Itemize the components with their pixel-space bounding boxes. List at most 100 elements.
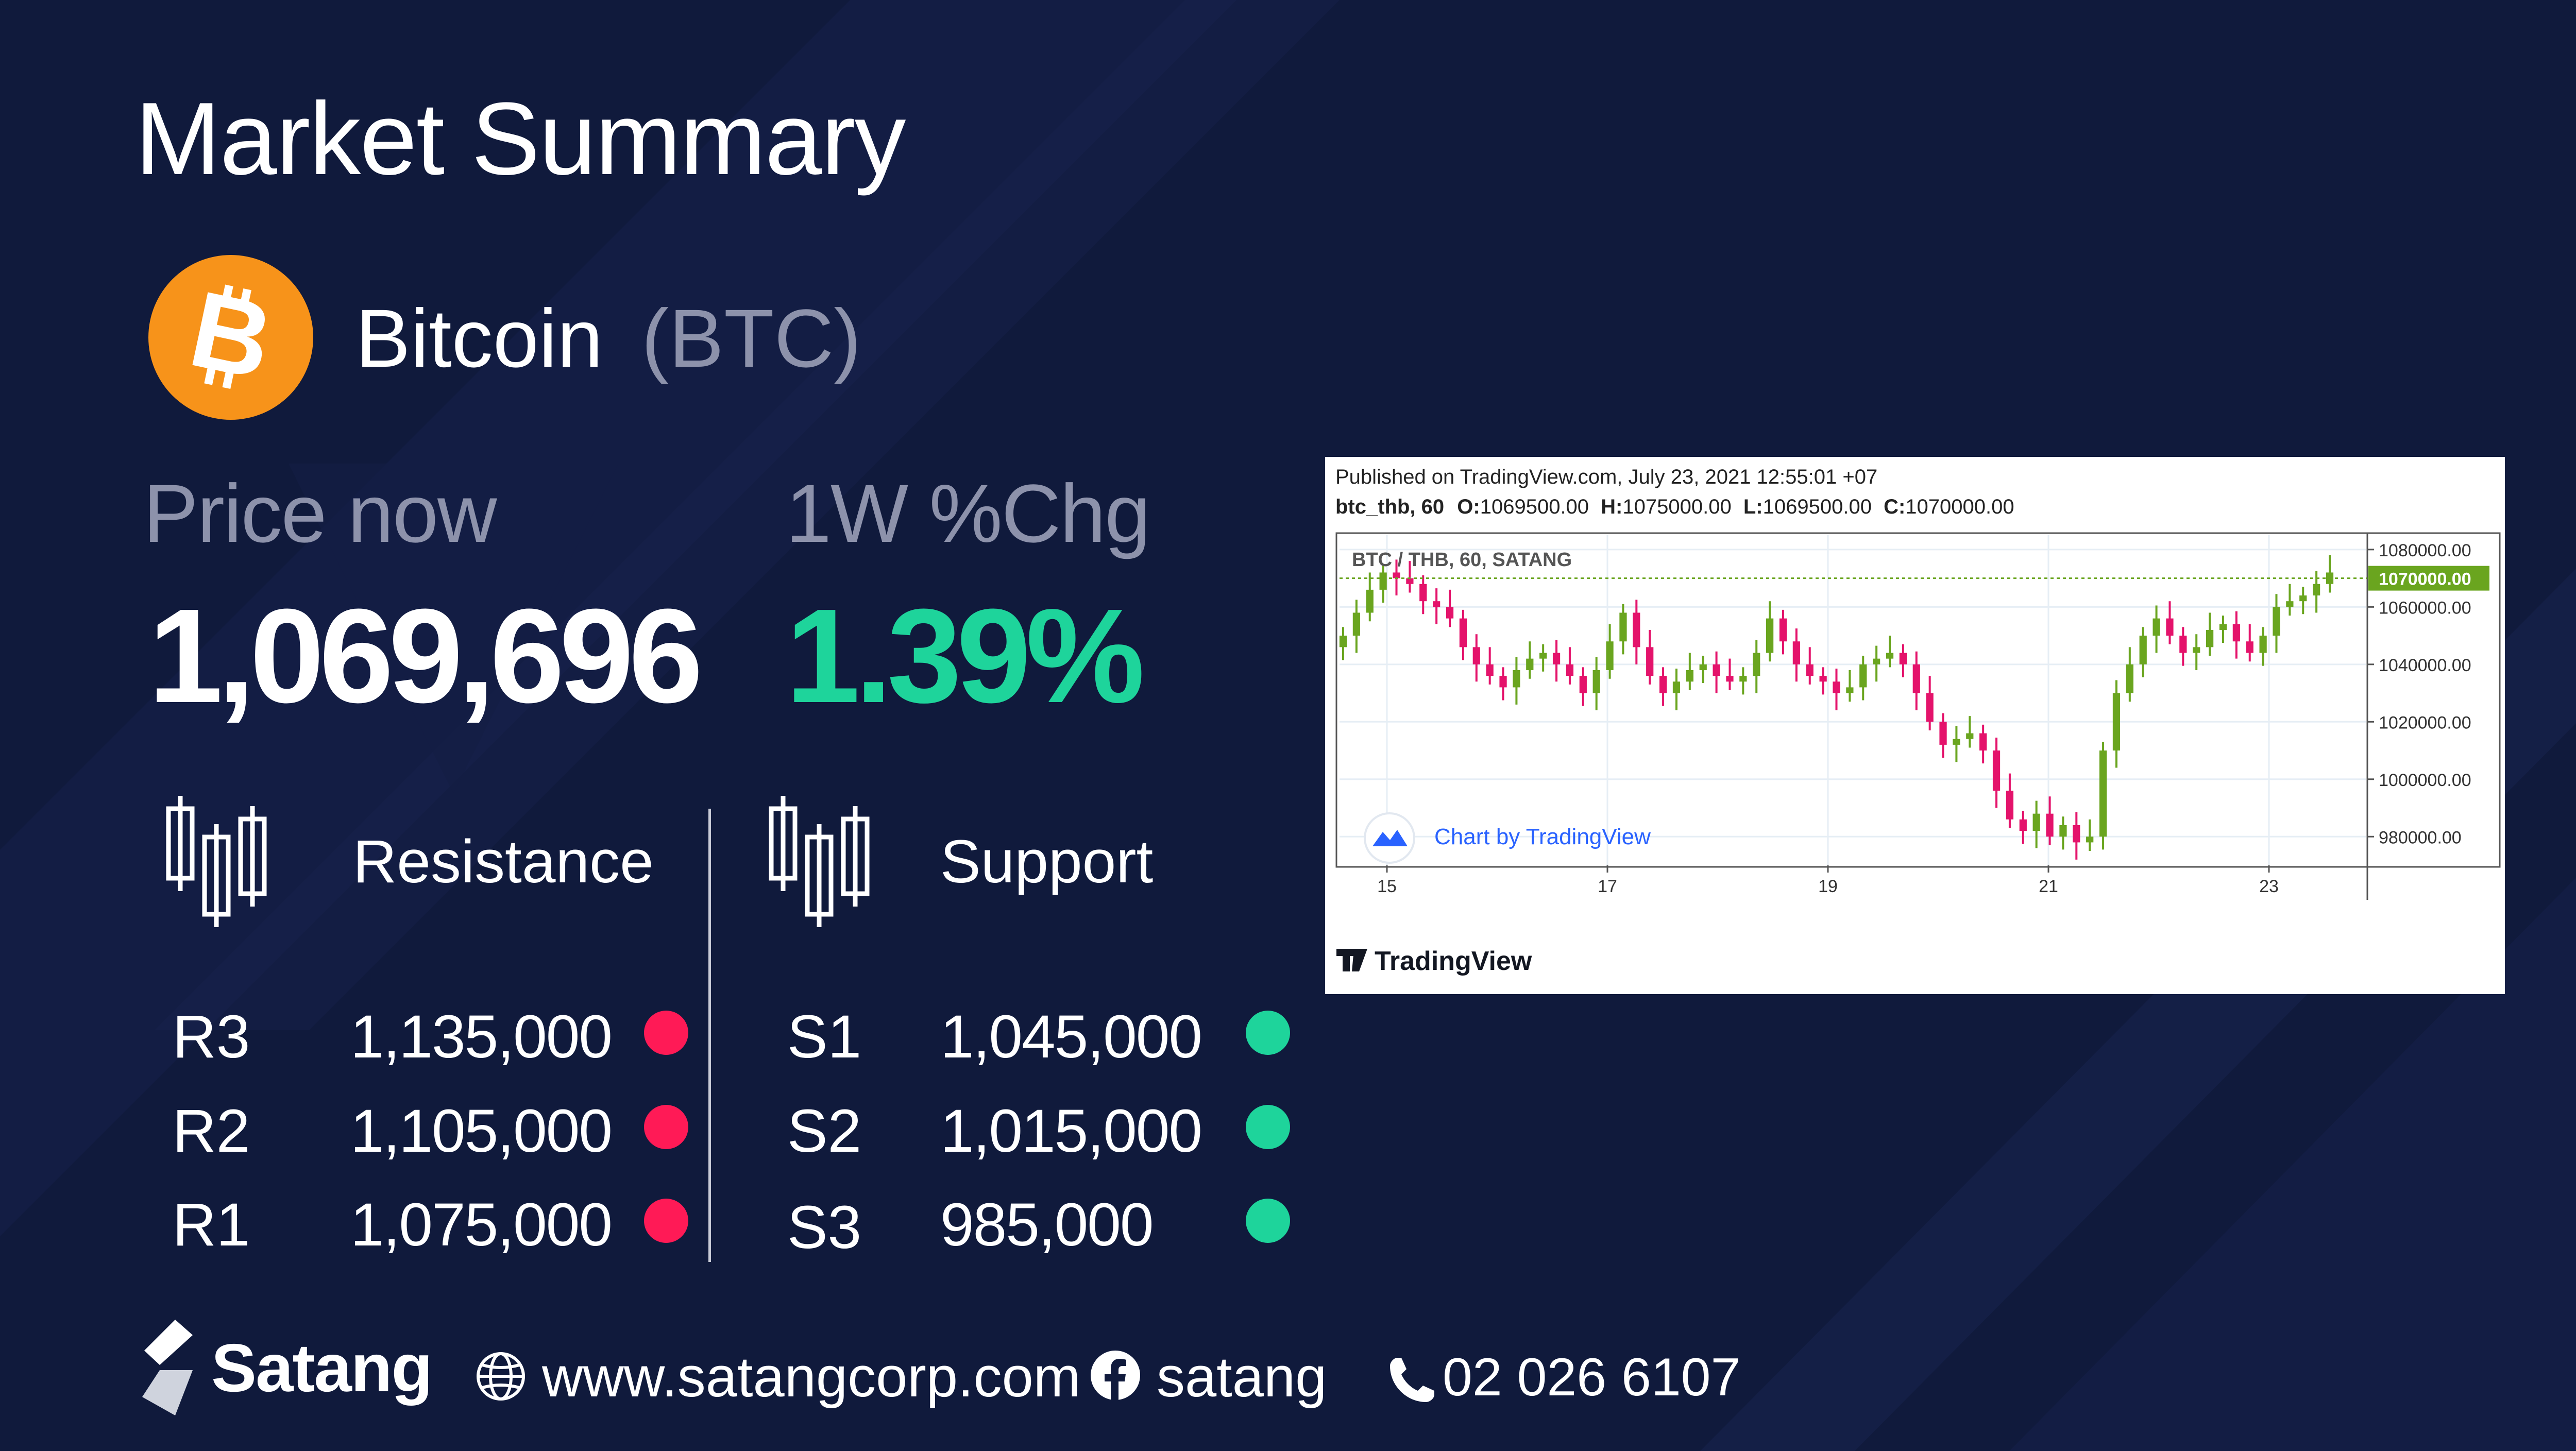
support-heading: Support [940, 828, 1154, 896]
candle [1446, 607, 1454, 619]
x-tick-label: 15 [1377, 877, 1397, 896]
candle [1672, 681, 1681, 693]
support-dot [1246, 1105, 1290, 1149]
candle [2046, 813, 2054, 837]
candle [1646, 647, 1654, 676]
candle [1606, 641, 1614, 670]
levels-divider [708, 809, 711, 1262]
chart-footer-brand: TradingView [1375, 946, 1532, 976]
price-value: 1,069,696 [148, 582, 703, 731]
candle [1592, 670, 1600, 693]
price-label: Price now [143, 467, 497, 559]
chart-watermark-text: Chart by TradingView [1434, 824, 1651, 849]
candle [2313, 584, 2320, 596]
phone-icon [1390, 1358, 1434, 1402]
candle [2179, 636, 2187, 653]
candle [1753, 653, 1760, 676]
support-label: S3 [787, 1193, 862, 1261]
candlestick-icon [769, 796, 870, 927]
candle [1833, 681, 1840, 693]
page-title: Market Summary [135, 81, 906, 196]
coin-name: Bitcoin [355, 292, 603, 384]
candlestick-icon [166, 796, 267, 927]
candle [2099, 750, 2107, 837]
x-tick-label: 21 [2039, 877, 2058, 896]
facebook-icon [1091, 1351, 1140, 1400]
resistance-value: 1,135,000 [350, 1003, 613, 1071]
ohlc-low: 1069500.00 [1763, 496, 1872, 518]
footer-brand: Satang [211, 1330, 433, 1406]
support-dot [1246, 1011, 1290, 1055]
candle [1459, 618, 1467, 647]
candle [2153, 618, 2160, 636]
candle [1873, 658, 1880, 664]
ohlc-high: 1075000.00 [1622, 496, 1731, 518]
candle [1379, 572, 1387, 590]
candle [1686, 670, 1693, 682]
candle [2032, 813, 2040, 831]
resistance-value: 1,105,000 [350, 1097, 613, 1165]
candle [1966, 733, 1974, 739]
support-label: S2 [787, 1097, 862, 1165]
candle [1846, 687, 1854, 693]
candle [1699, 664, 1707, 670]
candle [1566, 664, 1574, 676]
candle [1859, 664, 1867, 688]
candle [1406, 578, 1414, 584]
chart-symbol: btc_thb, 60 [1335, 496, 1444, 518]
candle [2086, 837, 2094, 843]
bitcoin-icon: B [148, 255, 313, 420]
candle [1486, 664, 1494, 676]
resistance-dot [644, 1011, 688, 1055]
change-value: 1.39% [786, 582, 1145, 731]
current-price-tag [2368, 566, 2489, 591]
website-link[interactable]: www.satangcorp.com [542, 1345, 1081, 1409]
price-chart-card[interactable]: Published on TradingView.com, July 23, 2… [1325, 457, 2505, 994]
x-tick-label: 19 [1818, 877, 1838, 896]
x-tick-label: 17 [1598, 877, 1617, 896]
resistance-dot [644, 1199, 688, 1243]
globe-icon [477, 1352, 525, 1401]
candle [1526, 658, 1534, 670]
candle [1779, 618, 1787, 642]
chart-frame [1335, 532, 2501, 868]
candle [1539, 653, 1547, 659]
candle [1619, 612, 1627, 642]
svg-text:btc_thb, 60 O:1069500.00: btc_thb, 60 O:1069500.00 H:1075000.00 L:… [1335, 496, 2014, 518]
candle [1393, 572, 1400, 578]
support-value: 985,000 [940, 1191, 1154, 1259]
chart-pane-label: BTC / THB, 60, SATANG [1352, 549, 1572, 571]
candle [2193, 647, 2200, 653]
candle [2073, 825, 2080, 843]
candle [1552, 653, 1561, 664]
chart-published-text: Published on TradingView.com, July 23, 2… [1335, 466, 1877, 488]
candle [2246, 641, 2253, 653]
candle [2019, 819, 2027, 831]
resistance-dot [644, 1105, 688, 1149]
facebook-link[interactable]: satang [1157, 1345, 1327, 1409]
coin-symbol: (BTC) [641, 292, 861, 384]
candle [2166, 618, 2174, 636]
candle [1953, 739, 1960, 745]
candle [1792, 641, 1800, 664]
tradingview-logo: TradingView [1336, 946, 1532, 976]
satang-logo-icon [142, 1320, 193, 1415]
price-chart[interactable]: Published on TradingView.com, July 23, 2… [1325, 457, 2505, 994]
candle [1339, 636, 1347, 647]
candle [2259, 636, 2267, 653]
resistance-label: R3 [172, 1003, 250, 1071]
candle [2286, 601, 2294, 607]
candle [1992, 750, 2001, 791]
y-tick-label: 1080000.00 [2379, 541, 2471, 560]
candle [2059, 825, 2067, 837]
ohlc-low-label: L: [1743, 496, 1763, 518]
y-tick-label: 1040000.00 [2379, 656, 2471, 675]
candle [2232, 624, 2240, 642]
ohlc-high-label: H: [1601, 496, 1622, 518]
candle [1979, 733, 1987, 751]
support-value: 1,015,000 [940, 1097, 1202, 1165]
ohlc-close: 1070000.00 [1905, 496, 2014, 518]
candle [2299, 595, 2307, 602]
candle [1806, 664, 1814, 676]
phone-number[interactable]: 02 026 6107 [1443, 1347, 1741, 1407]
